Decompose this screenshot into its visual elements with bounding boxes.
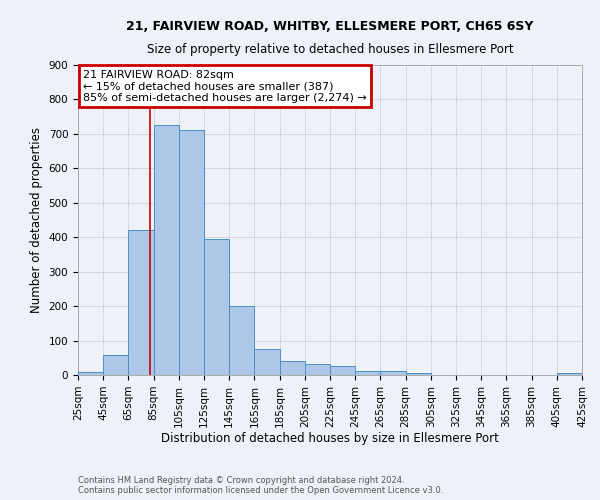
Y-axis label: Number of detached properties: Number of detached properties [30,127,43,313]
Bar [380,371,406,375]
Bar [179,130,204,375]
Text: 21 FAIRVIEW ROAD: 82sqm
← 15% of detached houses are smaller (387)
85% of semi-d: 21 FAIRVIEW ROAD: 82sqm ← 15% of detache… [83,70,367,103]
Bar [254,349,280,375]
Bar [154,126,179,375]
X-axis label: Distribution of detached houses by size in Ellesmere Port: Distribution of detached houses by size … [161,432,499,446]
Bar [557,372,582,375]
Bar [229,306,254,375]
Bar [330,366,355,375]
Bar [204,239,229,375]
Bar [128,230,154,375]
Bar [103,355,128,375]
Text: Size of property relative to detached houses in Ellesmere Port: Size of property relative to detached ho… [146,42,514,56]
Bar [355,371,380,375]
Text: Contains HM Land Registry data © Crown copyright and database right 2024.
Contai: Contains HM Land Registry data © Crown c… [78,476,443,495]
Bar [280,361,305,375]
Bar [78,372,103,375]
Bar [305,364,330,375]
Text: 21, FAIRVIEW ROAD, WHITBY, ELLESMERE PORT, CH65 6SY: 21, FAIRVIEW ROAD, WHITBY, ELLESMERE POR… [127,20,533,33]
Bar [406,372,431,375]
